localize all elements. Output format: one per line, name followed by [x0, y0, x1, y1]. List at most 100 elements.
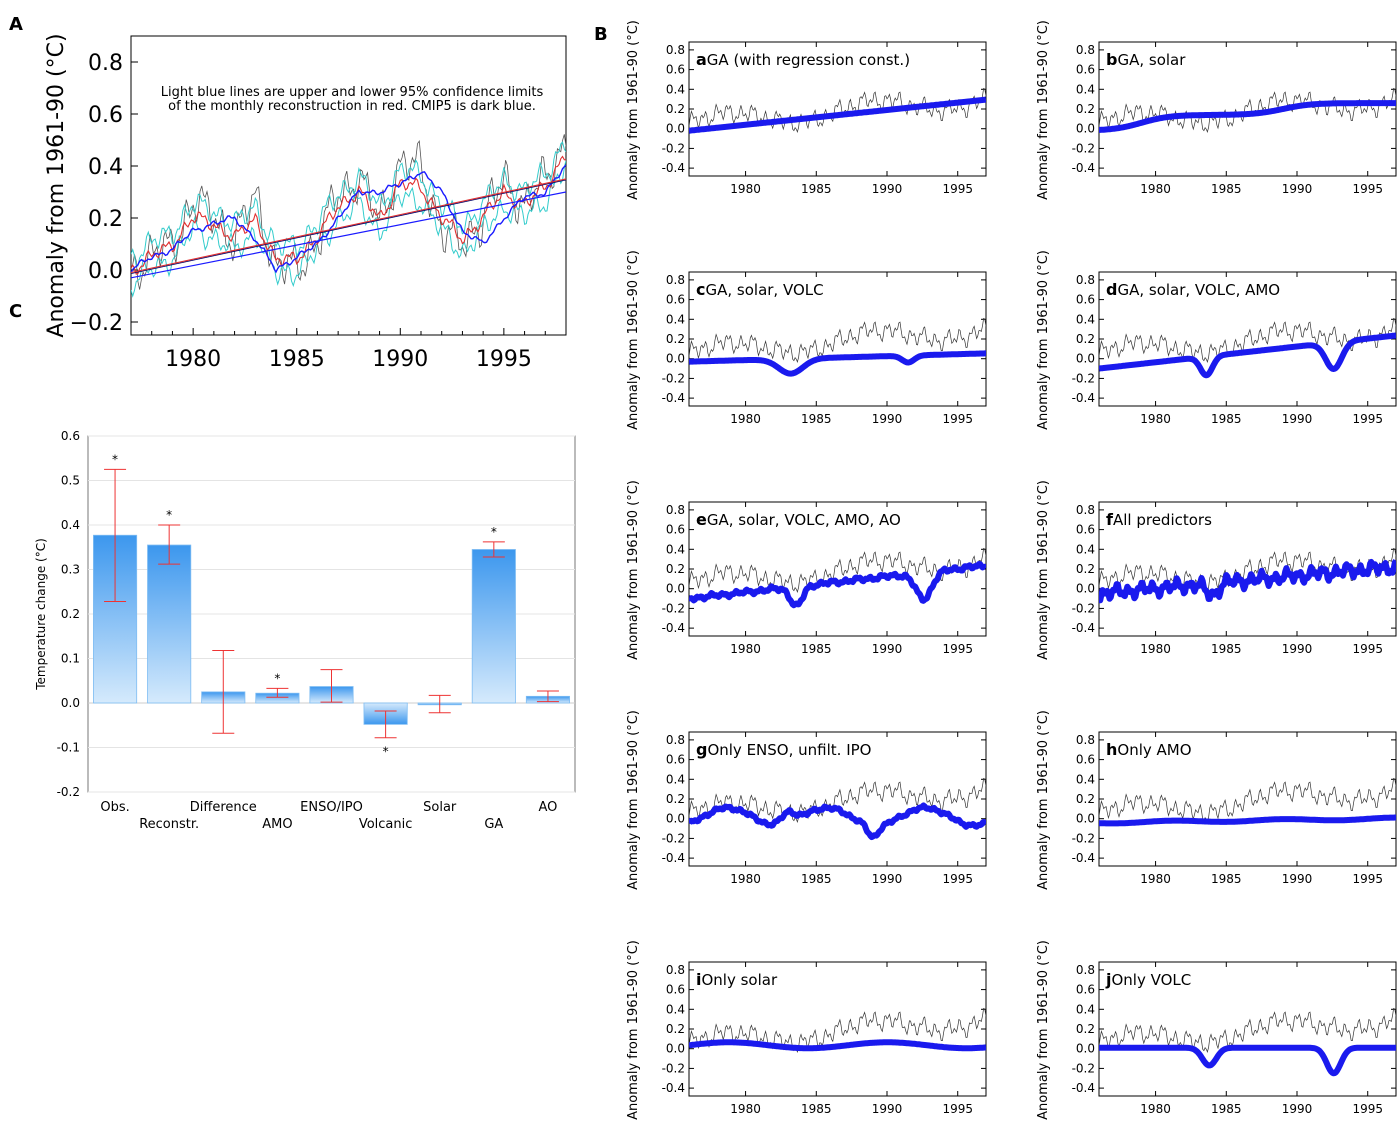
upper-confidence-line	[131, 141, 566, 267]
subplot-title-text: GA, solar, VOLC	[705, 281, 823, 299]
y-tick-label: -0.2	[1072, 601, 1095, 615]
y-tick-label: 0.0	[1076, 352, 1095, 366]
y-tick-label: -0.2	[1072, 1061, 1095, 1075]
subplot-title-text: Only AMO	[1117, 741, 1191, 759]
y-axis-label: Anomaly from 1961-90 (°C)	[1036, 250, 1051, 430]
y-tick-label: -0.2	[662, 831, 685, 845]
y-tick-label: 0.0	[666, 812, 685, 826]
plot-area	[689, 777, 986, 841]
x-tick-label: 1985	[1211, 182, 1242, 196]
trend-line-dark	[131, 179, 566, 274]
y-tick-label: -0.2	[57, 785, 80, 799]
y-tick-label: 0.4	[666, 1002, 685, 1016]
subplot-letter: h	[1106, 740, 1117, 759]
y-axis-label: Anomaly from 1961-90 (°C)	[1036, 480, 1051, 660]
x-tick-label: 1980	[1140, 412, 1171, 426]
subplot-title: fAll predictors	[1106, 510, 1212, 529]
y-tick-label: 0.6	[666, 983, 685, 997]
x-tick-label: 1995	[476, 347, 532, 372]
plot-area	[689, 547, 986, 609]
subplot-h: -0.4 -0.2 0.0 0.2 0.4 0.6 0.8 1980 1985 1990 1995 A…	[1036, 710, 1397, 890]
y-tick-label: 0.0	[61, 696, 80, 710]
y-tick-label: 0.4	[1076, 542, 1095, 556]
y-tick-label: 0.8	[1076, 733, 1095, 747]
cmip5-line	[131, 164, 566, 274]
observed-line	[689, 547, 986, 593]
y-tick-label: 0.8	[88, 51, 123, 76]
y-tick-label: -0.4	[1072, 621, 1095, 635]
significance-star: *	[274, 671, 280, 685]
y-tick-label: -0.4	[662, 391, 685, 405]
model-band	[1099, 100, 1396, 133]
y-axis-label: Anomaly from 1961-90 (°C)	[44, 33, 69, 337]
y-tick-label: 0.6	[666, 293, 685, 307]
plot-area	[689, 317, 986, 377]
subplot-c: -0.4 -0.2 0.0 0.2 0.4 0.6 0.8 1980 1985 1990 1995 A…	[626, 250, 987, 430]
x-tick-label: 1985	[801, 872, 832, 886]
y-tick-label: 0.1	[61, 652, 80, 666]
observed-line	[131, 134, 566, 290]
y-tick-label: 0.6	[666, 753, 685, 767]
model-band	[1099, 332, 1396, 379]
category-label: Reconstr.	[139, 817, 199, 832]
x-tick-label: 1990	[1282, 182, 1313, 196]
y-tick-label: -0.4	[1072, 1081, 1095, 1095]
subplot-title: dGA, solar, VOLC, AMO	[1106, 280, 1280, 299]
y-tick-label: 0.2	[88, 207, 123, 232]
category-label: AMO	[262, 817, 292, 832]
x-tick-label: 1995	[942, 182, 973, 196]
y-tick-label: 0.4	[1076, 312, 1095, 326]
x-tick-label: 1985	[1211, 872, 1242, 886]
y-tick-label: 0.8	[1076, 43, 1095, 57]
y-tick-label: 0.0	[1076, 122, 1095, 136]
y-tick-label: 0.2	[1076, 102, 1095, 116]
y-tick-label: -0.4	[662, 851, 685, 865]
plot-area	[689, 1007, 986, 1053]
y-tick-label: 0.2	[666, 102, 685, 116]
x-tick-label: 1990	[372, 347, 428, 372]
y-tick-label: 0.6	[1076, 753, 1095, 767]
x-tick-label: 1995	[1352, 642, 1383, 656]
y-tick-label: 0.4	[1076, 772, 1095, 786]
y-tick-label: 0.4	[666, 312, 685, 326]
y-axis-label: Anomaly from 1961-90 (°C)	[626, 710, 641, 890]
subplot-title-text: Only ENSO, unfilt. IPO	[707, 741, 871, 759]
x-tick-label: 1980	[730, 1102, 761, 1116]
plot-area	[1099, 87, 1396, 133]
subplot-letter: i	[696, 970, 701, 989]
model-band	[689, 350, 986, 377]
y-tick-label: -0.2	[662, 141, 685, 155]
category-label: Volcanic	[359, 817, 413, 832]
y-tick-label: 0.2	[1076, 792, 1095, 806]
plot-area	[131, 134, 566, 298]
y-axis-label: Temperature change (°C)	[34, 538, 48, 691]
x-tick-label: 1980	[1140, 182, 1171, 196]
y-tick-label: 0.3	[61, 563, 80, 577]
subplot-title: aGA (with regression const.)	[696, 50, 910, 69]
y-axis-label: Anomaly from 1961-90 (°C)	[626, 940, 641, 1120]
panel-a-frame	[130, 35, 567, 336]
model-band	[1099, 558, 1396, 604]
plot-area	[1099, 777, 1396, 827]
x-tick-label: 1990	[1282, 1102, 1313, 1116]
y-tick-label: -0.2	[662, 601, 685, 615]
y-axis-label: Anomaly from 1961-90 (°C)	[626, 250, 641, 430]
significance-star: *	[166, 508, 172, 522]
plot-area	[1099, 1007, 1396, 1077]
x-tick-label: 1990	[872, 1102, 903, 1116]
y-tick-label: 0.2	[666, 1022, 685, 1036]
panel-b-small-multiples: -0.4 -0.2 0.0 0.2 0.4 0.6 0.8 1980 1985 1990 1995 A…	[626, 20, 1397, 1120]
y-axis-label: Anomaly from 1961-90 (°C)	[626, 480, 641, 660]
y-tick-label: 0.0	[666, 582, 685, 596]
y-tick-label: 0.6	[1076, 293, 1095, 307]
x-tick-label: 1990	[1282, 642, 1313, 656]
y-tick-label: -0.4	[662, 621, 685, 635]
y-tick-label: 0.2	[1076, 562, 1095, 576]
subplot-title: hOnly AMO	[1106, 740, 1192, 759]
subplot-f: -0.4 -0.2 0.0 0.2 0.4 0.6 0.8 1980 1985 1990 1995 A…	[1036, 480, 1397, 660]
subplot-letter: j	[1105, 970, 1111, 989]
subplot-letter: f	[1106, 510, 1114, 529]
y-tick-label: -0.2	[662, 371, 685, 385]
category-label: AO	[538, 800, 557, 815]
y-tick-label: 0.8	[666, 963, 685, 977]
